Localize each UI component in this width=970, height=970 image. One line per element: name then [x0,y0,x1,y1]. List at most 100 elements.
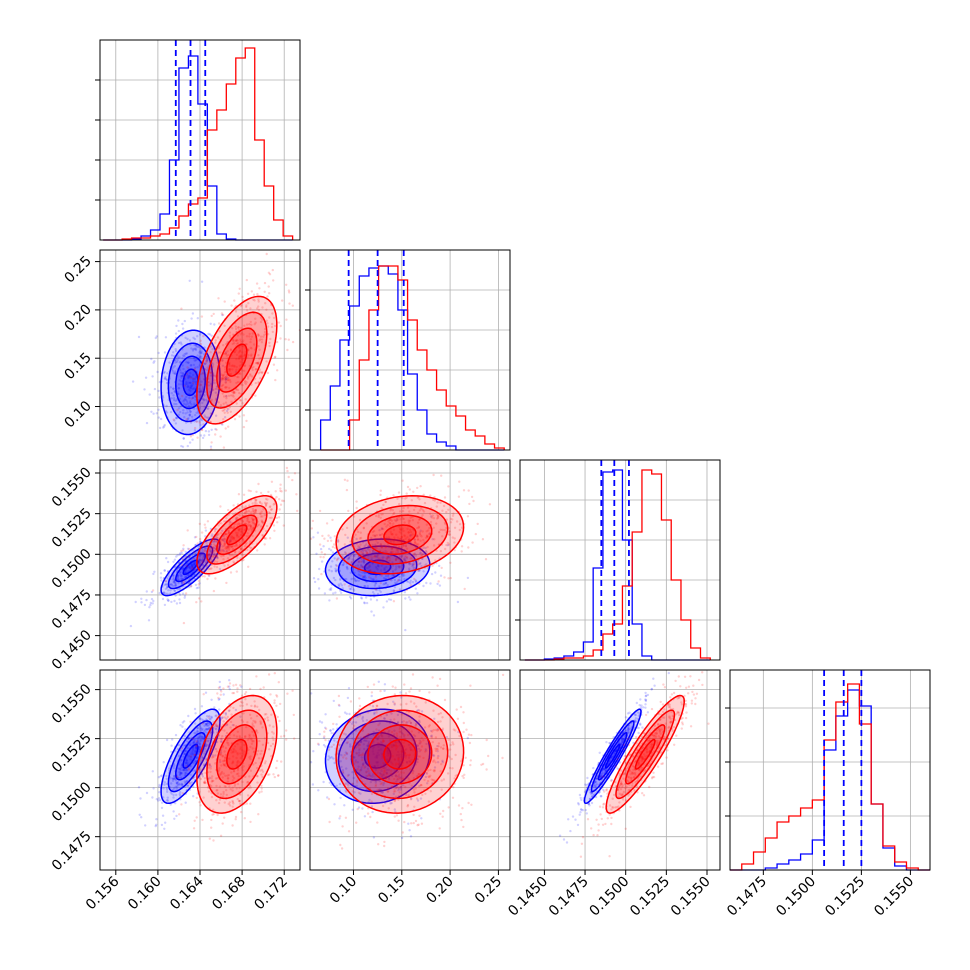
row-1-ytick-label-0: 0.10 [61,398,94,431]
panel-3-1-series-0-contour-1 [350,732,405,781]
panel-1-0-series-1-contour-3 [196,295,278,425]
panel-2-1-frame [309,459,511,661]
panel-3-1-series-0-contour-3 [324,708,431,805]
panel-2-0-series-1-fill-0 [226,525,247,545]
panel-3-1-series-1-contour-3 [335,694,465,814]
panel-1-0-series-1-contour-2 [206,311,268,409]
panel-3-2-series-0-fill-0 [605,744,620,768]
panel-2-1 [309,459,511,661]
panel-3-2-series-1-fill-0 [635,739,655,769]
panel-1-0-series-1-scatter [172,252,300,450]
panel-2-0-series-1-fill-3 [196,495,277,574]
panel-2-0-series-0-contour-1 [175,552,207,583]
hist-panel-3 [725,669,931,871]
hist-panel-0 [95,39,301,241]
panel-2-0-series-1-contour-1 [216,514,258,556]
panel-2-1-series-1-contour-2 [351,504,449,565]
hist-panel-1 [305,249,511,451]
panel-3-0-series-1-contour-2 [206,709,268,800]
panel-3-1-series-1-fill-0 [383,739,416,769]
panel-2-0-series-0-contour-0 [182,559,199,576]
panel-3-0-series-0-fill-3 [161,709,220,804]
panel-3-2-series-1-contour-1 [624,724,666,785]
panel-3-0-series-1-contour-1 [216,724,258,785]
panel-1-0: 0.10 0.15 0.20 0.25 [61,249,301,451]
panel-2-1-series-1-fill-3 [336,495,464,574]
col-3-xtick-label-2: 0.1525 [822,874,868,920]
hist-3-blue-series [730,689,930,871]
panel-2-0-frame [99,459,301,661]
panel-1-0-series-1-contour-0 [226,343,248,377]
panel-3-1-frame [309,669,511,871]
col-0-xtick-label-3: 0.168 [209,874,249,914]
panel-1-0-series-0-contour-1 [175,355,207,410]
panel-2-0-series-1-contour-3 [196,495,278,575]
hist-1-blue-series [319,265,505,451]
row-3-ytick-label-3: 0.1550 [49,681,95,727]
panel-2-0-series-1-contour-2 [206,504,268,565]
panel-2-0-series-0-contour-2 [167,545,214,590]
row-1-ytick-label-1: 0.15 [61,350,94,383]
panel-3-2-series-1-contour-3 [605,694,685,814]
panel-3-1-series-1-fill-3 [336,695,464,814]
panel-3-1-content [310,673,505,850]
hist-panel-2 [515,459,721,661]
row-3-ytick-label-0: 0.1475 [49,828,95,874]
row-2-ytick-label-4: 0.1550 [49,465,95,511]
panel-1-0-series-0-fill-0 [183,369,198,396]
panel-3-1-series-0-contour-0 [363,743,392,769]
panel-3-1-series-1-fill-1 [368,724,432,784]
row-2-ytick-label-1: 0.1475 [49,586,95,632]
panel-3-2-series-1-contour-0 [634,738,656,770]
panel-2-1-series-0-contour-3 [324,538,431,597]
col-2-xtick-label-4: 0.1550 [668,874,714,920]
panel-2-1-series-1-contour-3 [335,495,465,575]
panel-3-1-series-1-fill-2 [352,710,448,799]
panel-3-1-series-1-contour-2 [351,709,449,800]
panel-2-0-series-1-contour-0 [226,524,248,546]
hist-3-red-series [730,683,930,871]
panel-2-0-series-0-fill-0 [183,560,198,575]
panel-2-1-series-1-contour-1 [367,514,433,556]
panel-1-0-series-0-contour-2 [167,342,214,423]
panel-3-0-series-0-contour-1 [175,731,207,781]
panel-3-2-series-1-fill-3 [606,695,685,814]
panel-1-0-content [131,252,300,450]
panel-3-1-series-0-fill-1 [351,732,404,780]
col-0-xtick-label-4: 0.172 [251,874,291,914]
panel-3-2-series-0-contour-3 [583,708,642,805]
panel-1-0-series-1-fill-2 [206,312,267,408]
panel-3-1-series-1-contour-0 [383,738,417,770]
panel-3-2-series-0-contour-0 [604,743,621,769]
panel-3-1 [309,669,511,871]
row-2-ytick-label-0: 0.1450 [49,627,95,673]
panel-3-0-content [137,672,296,842]
panel-2-1-series-0-contour-0 [363,559,392,576]
hist-0-frame [99,39,301,241]
col-2-xtick-label-3: 0.1525 [627,874,673,920]
col-2-xtick-label-2: 0.1500 [587,874,633,920]
panel-1-0-series-1-fill-0 [226,344,247,377]
panel-2-0-series-1-fill-2 [206,505,267,564]
panel-1-0-series-1-fill-3 [196,296,277,424]
panel-2-1-series-1-fill-0 [383,525,416,545]
panel-3-0-series-0-fill-0 [183,744,198,768]
col-2-xtick-label-0: 0.1450 [505,874,551,920]
panel-3-0-series-1-fill-2 [206,710,267,799]
panel-1-0-series-1-fill-1 [216,328,257,392]
panel-2-1-series-0-contour-2 [337,545,418,590]
col-1-xtick-label-3: 0.25 [472,874,505,907]
col-0-xtick-label-2: 0.164 [167,873,207,913]
panel-3-2 [519,669,721,871]
col-1-xtick-label-1: 0.15 [375,874,408,907]
panel-3-0-series-1-fill-3 [196,695,277,814]
panel-2-0-series-1-fill-1 [216,515,257,555]
panel-3-0-series-0-contour-0 [182,743,199,769]
panel-2-0-series-0-fill-2 [168,546,213,589]
panel-3-2-frame [519,669,721,871]
hist-2-blue-series [524,469,711,661]
panel-1-0-series-0-contour-3 [160,329,221,436]
